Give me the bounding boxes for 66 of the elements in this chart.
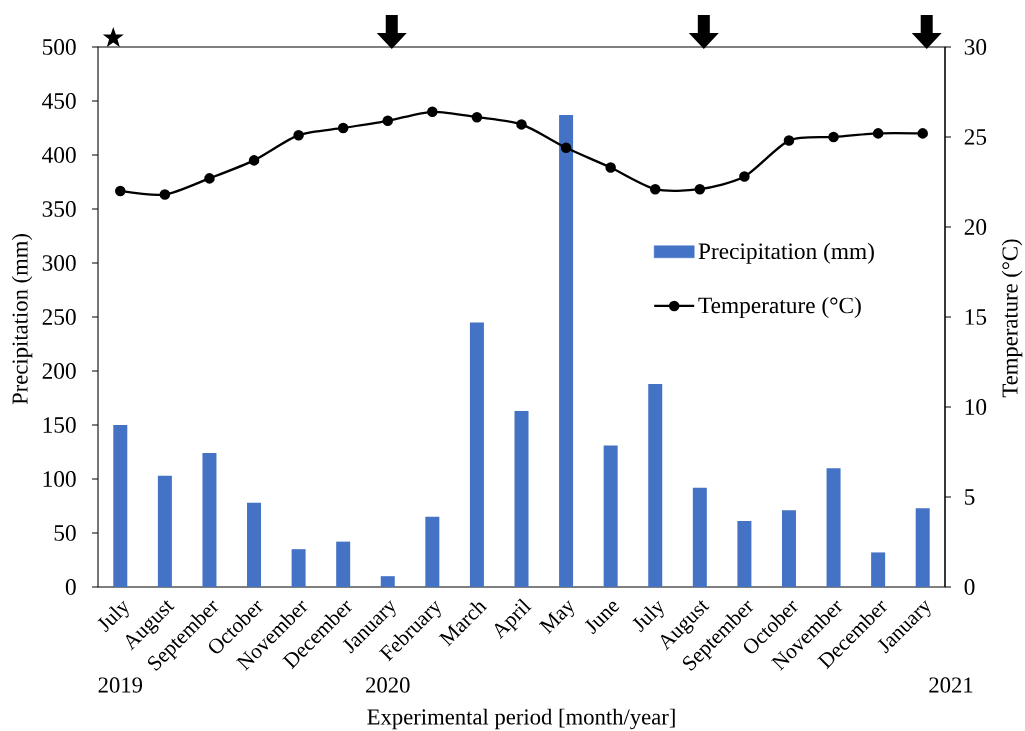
y-tick-label: 200	[42, 363, 76, 379]
y-tick-label: 500	[42, 39, 76, 55]
bar	[157, 475, 172, 587]
y2-tick-label: 20	[964, 219, 987, 235]
y2-tick-label: 15	[965, 309, 987, 325]
y-tick-label: 50	[54, 525, 76, 541]
y-axis-title: Precipitation (mm)	[11, 234, 33, 405]
text: 2020	[366, 677, 410, 693]
bar	[603, 445, 618, 587]
bar	[826, 468, 841, 587]
bar	[871, 552, 886, 587]
x-tick-label: June	[584, 601, 620, 635]
bar	[247, 502, 262, 587]
bar	[469, 322, 484, 587]
y-tick-label: 400	[42, 147, 76, 163]
text: 2019	[98, 677, 143, 693]
bar	[202, 453, 217, 587]
y-tick-label: 350	[42, 201, 76, 217]
point	[872, 128, 884, 139]
bar	[692, 487, 707, 587]
y2-tick-label: 0	[964, 579, 975, 595]
point	[471, 111, 483, 123]
bar	[113, 424, 128, 587]
point	[783, 135, 795, 146]
point	[605, 162, 616, 173]
y-tick-label: 450	[42, 93, 76, 109]
y2-tick-label: 30	[964, 39, 987, 55]
point	[382, 115, 394, 127]
y-tick-label: 250	[42, 309, 76, 325]
point	[248, 155, 260, 166]
point	[337, 122, 349, 134]
bar	[425, 516, 440, 587]
legend-label: Temperature (°C)	[698, 296, 861, 319]
point	[739, 171, 750, 182]
y-tick-label: 300	[42, 255, 76, 271]
x-axis-title: Experimental period [month/year]	[367, 708, 675, 730]
point	[516, 119, 527, 130]
bar	[514, 410, 529, 587]
point	[427, 106, 438, 118]
text: 2021	[929, 677, 973, 693]
point	[649, 183, 661, 195]
bar	[781, 510, 796, 587]
bar	[559, 115, 574, 587]
bar	[915, 508, 930, 587]
y2-tick-label: 5	[965, 489, 975, 505]
bar	[336, 541, 351, 587]
y-tick-label: 150	[43, 417, 76, 433]
point	[204, 173, 215, 184]
legend-label: Precipitation (mm)	[698, 242, 874, 264]
point	[828, 131, 839, 143]
point	[917, 128, 928, 139]
point	[560, 142, 572, 154]
bar	[291, 549, 306, 587]
point	[115, 185, 126, 197]
y2-axis-title: Temperature (°C)	[1001, 239, 1023, 398]
y2-tick-label: 10	[965, 399, 987, 415]
x-tick-label: May	[538, 600, 574, 635]
point	[694, 183, 706, 195]
point	[293, 129, 304, 141]
y-tick-label: 0	[65, 579, 76, 595]
y2-tick-label: 25	[964, 129, 987, 145]
y-tick-label: 100	[43, 471, 76, 487]
point	[159, 189, 171, 200]
bar	[648, 383, 663, 587]
bar	[380, 576, 395, 587]
bar	[737, 521, 752, 587]
